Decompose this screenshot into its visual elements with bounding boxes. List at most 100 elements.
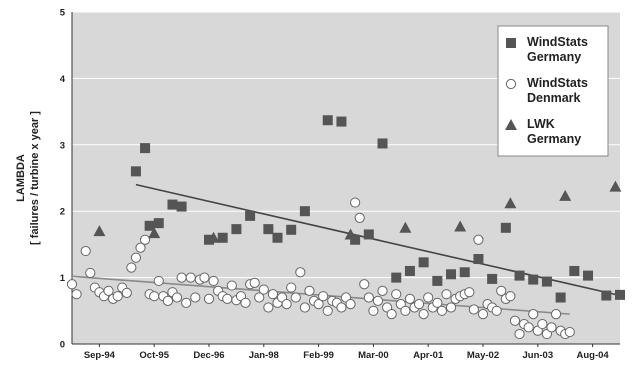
x-tick-label: May-02 (467, 350, 499, 361)
legend-label-line: Denmark (527, 91, 581, 105)
data-point-circle (404, 293, 416, 304)
y-axis-subtitle: [ failures / turbine x year ] (29, 111, 41, 245)
data-point-triangle (344, 228, 357, 240)
data-point-square (176, 201, 187, 212)
data-point-circle (372, 295, 384, 306)
data-point-square (153, 218, 164, 229)
data-point-circle (363, 292, 374, 303)
data-point-triangle (609, 180, 622, 192)
data-point-circle (203, 293, 215, 304)
data-point-circle (528, 309, 539, 320)
data-point-square (245, 210, 256, 221)
data-point-square (130, 166, 141, 177)
data-point-circle (318, 291, 329, 302)
legend-label: WindStats Germany (527, 35, 588, 64)
data-point-circle (240, 297, 251, 308)
data-point-triangle (148, 227, 161, 239)
y-tick-label: 1 (60, 273, 66, 284)
data-point-square (263, 224, 274, 235)
data-point-circle (71, 289, 82, 300)
data-point-square (541, 276, 552, 287)
data-point-square (487, 273, 498, 284)
data-point-circle (464, 287, 475, 298)
data-point-circle (505, 291, 516, 302)
data-point-circle (550, 309, 562, 320)
data-point-circle (162, 295, 173, 306)
data-point-square (500, 222, 511, 233)
legend-label-line: WindStats (527, 76, 588, 90)
x-tick-label: Oct-95 (139, 350, 169, 361)
data-point-circle (477, 309, 489, 320)
x-tick-label: Aug-04 (576, 350, 609, 361)
data-point-circle (258, 284, 269, 295)
data-point-square (299, 206, 310, 217)
y-tick-label: 0 (60, 340, 65, 351)
data-point-square (432, 275, 443, 286)
data-point-circle (313, 299, 324, 310)
data-point-triangle (559, 189, 572, 201)
legend-box (497, 25, 609, 157)
data-point-square (404, 265, 415, 276)
data-point-circle (514, 328, 525, 340)
data-point-circle (181, 297, 192, 308)
data-point-circle (66, 279, 78, 290)
data-point-circle (537, 318, 548, 330)
data-point-circle (139, 234, 151, 245)
data-point-circle (359, 279, 370, 290)
x-tick-label: Jan-98 (249, 350, 279, 361)
y-axis-title: LAMBDA (15, 154, 27, 202)
data-point-circle (199, 272, 210, 283)
x-tick-label: Jun-03 (522, 350, 553, 361)
data-point-circle (368, 305, 379, 316)
data-point-circle (441, 289, 452, 300)
data-point-circle (190, 292, 201, 303)
data-point-circle (85, 267, 96, 279)
data-point-circle (121, 287, 132, 298)
legend-label-line: WindStats (527, 35, 588, 49)
data-point-circle (171, 292, 183, 303)
data-point-circle (112, 291, 123, 302)
data-point-circle (354, 212, 365, 223)
data-point-square (140, 143, 151, 154)
data-point-circle (290, 292, 301, 303)
data-point-circle (267, 289, 279, 300)
data-point-circle (295, 267, 306, 278)
data-point-square (569, 265, 580, 276)
data-point-circle (135, 242, 146, 253)
data-point-square (167, 199, 178, 210)
x-tick-label: Feb-99 (303, 350, 334, 361)
legend-label-line: LWK (527, 117, 555, 131)
data-point-circle (345, 299, 356, 310)
data-point-square (286, 224, 297, 235)
data-point-triangle (504, 197, 517, 209)
data-point-circle (432, 297, 443, 308)
data-point-circle (546, 322, 557, 333)
legend-label: WindStats Denmark (527, 76, 588, 105)
data-point-circle (126, 262, 137, 273)
legend-marker-circle (505, 78, 517, 90)
data-point-circle (386, 309, 397, 320)
data-point-square (459, 267, 470, 278)
data-point-circle (413, 299, 425, 310)
data-point-circle (304, 285, 315, 296)
data-point-circle (281, 299, 292, 310)
data-point-square (217, 232, 228, 243)
data-point-square (391, 272, 402, 283)
data-point-circle (185, 272, 196, 283)
data-point-square (473, 254, 484, 265)
data-point-circle (377, 285, 388, 296)
data-point-square (615, 289, 625, 300)
data-point-square (528, 274, 539, 285)
data-point-circle (222, 293, 233, 304)
x-tick-label: Apr-01 (413, 350, 444, 361)
data-point-circle (509, 315, 521, 326)
y-tick-label: 4 (60, 74, 66, 85)
data-point-circle (491, 305, 502, 316)
data-point-circle (153, 275, 164, 287)
data-point-circle (254, 292, 265, 303)
data-point-circle (350, 197, 361, 208)
data-point-square (144, 220, 155, 231)
data-point-square (272, 232, 283, 243)
